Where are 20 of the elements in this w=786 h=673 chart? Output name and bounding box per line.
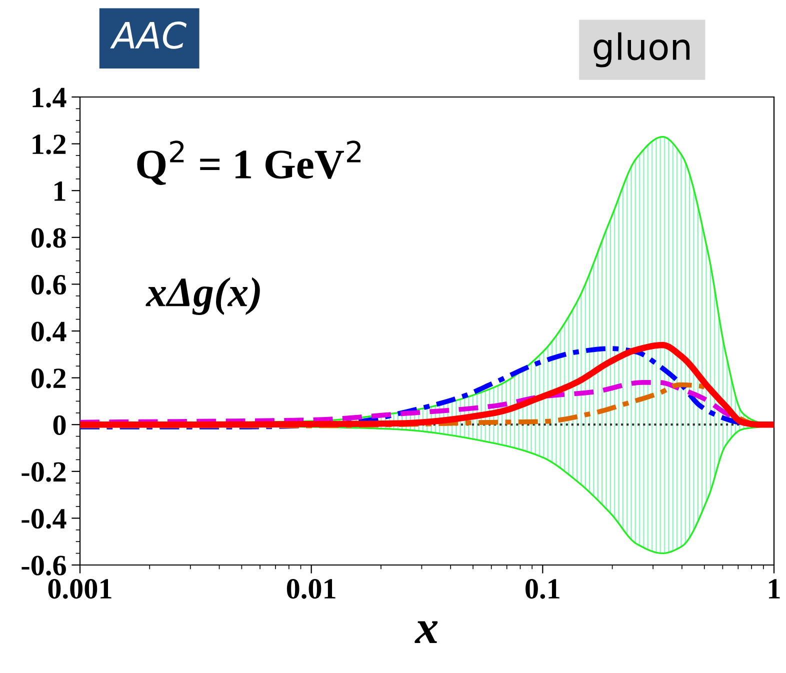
annotation: Q$^{2}$ = 1 GeV$^{2}$ xyxy=(137,140,361,185)
y-tick-label: -0.2 xyxy=(22,462,66,482)
y-tick-label: 1.4 xyxy=(32,88,66,108)
y-tick-label: 0.2 xyxy=(31,368,66,388)
y-tick-label: 1.2 xyxy=(32,134,66,154)
x-tick-label: 0.001 xyxy=(48,579,112,599)
text: gluon xyxy=(594,32,690,68)
y-tick-label: 0.8 xyxy=(31,228,66,248)
y-tick-label: 0.4 xyxy=(31,322,66,342)
y-tick-label: -0.4 xyxy=(22,508,66,529)
annotation: xΔg(x) xyxy=(146,277,260,316)
y-tick-label: -0.6 xyxy=(22,556,66,576)
x-tick-label: 1 xyxy=(769,579,780,598)
x-tick-label: 0.01 xyxy=(286,579,336,599)
x-axis-title: x xyxy=(414,621,438,643)
y-tick-label: 1 xyxy=(54,181,66,201)
y-tick-label: 0.6 xyxy=(31,274,66,295)
y-tick-label: 0 xyxy=(53,415,66,436)
text: AAC xyxy=(110,22,187,49)
x-tick-label: 0.1 xyxy=(526,579,560,599)
